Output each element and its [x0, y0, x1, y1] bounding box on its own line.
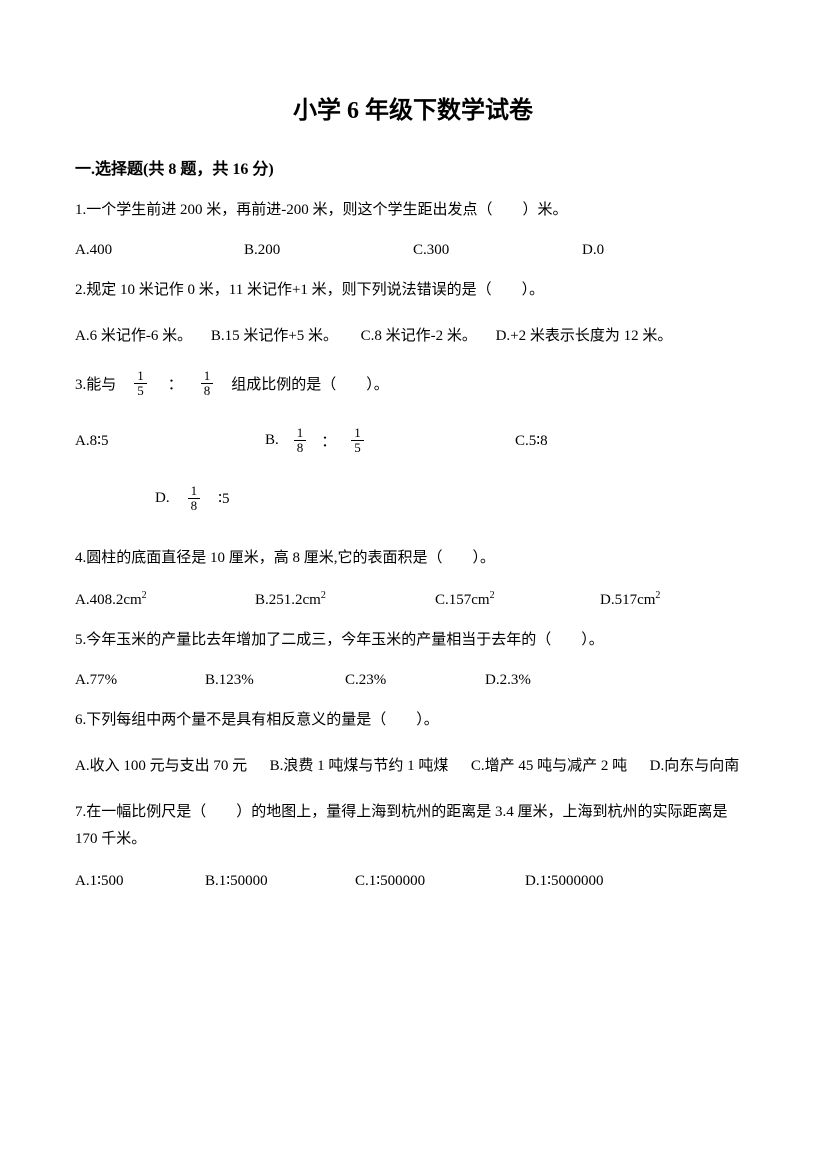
q6-opt-d: D.向东与向南	[650, 758, 740, 774]
sup: 2	[490, 590, 495, 601]
q7-opt-d: D.1∶5000000	[525, 871, 604, 890]
q3-frac2: 1 8	[201, 369, 214, 399]
q1-opt-a: A.400	[75, 242, 244, 259]
q5-opt-d: D.2.3%	[485, 672, 531, 689]
q3-opt-a: A.8∶5	[75, 431, 109, 450]
q7-opt-c: C.1∶500000	[355, 871, 525, 890]
q3-opt-d-prefix: D.	[155, 490, 170, 507]
opt-text: C.157cm	[435, 592, 490, 608]
q3-optb-frac2: 1 5	[351, 426, 364, 456]
q1-opt-c: C.300	[413, 242, 582, 259]
frac-den: 8	[201, 384, 214, 398]
question-1: 1.一个学生前进 200 米，再前进-200 米，则这个学生距出发点（ ）米。	[75, 197, 751, 224]
q2-opt-a: A.6 米记作-6 米。	[75, 328, 192, 344]
question-2: 2.规定 10 米记作 0 米，11 米记作+1 米，则下列说法错误的是（ ）。	[75, 277, 751, 304]
q6-options: A.收入 100 元与支出 70 元 B.浪费 1 吨煤与节约 1 吨煤 C.增…	[75, 752, 751, 781]
sup: 2	[142, 590, 147, 601]
q4-opt-c: C.157cm2	[435, 590, 600, 609]
q3-opt-c: C.5∶8	[515, 431, 548, 450]
q2-opt-d: D.+2 米表示长度为 12 米。	[496, 328, 673, 344]
opt-text: D.517cm	[600, 592, 655, 608]
q3-opt-b-prefix: B.	[265, 432, 279, 449]
question-3: 3.能与 1 5 ： 1 8 组成比例的是（ ）。	[75, 369, 751, 399]
q1-opt-b: B.200	[244, 242, 413, 259]
q7-opt-a: A.1∶500	[75, 871, 205, 890]
q1-options: A.400 B.200 C.300 D.0	[75, 242, 751, 259]
q3-colon: ：	[168, 373, 183, 394]
q4-opt-d: D.517cm2	[600, 590, 660, 609]
q2-opt-c: C.8 米记作-2 米。	[361, 328, 477, 344]
frac-den: 5	[134, 384, 147, 398]
q3-opt-d-suffix: ∶5	[218, 489, 229, 508]
q3-optd-frac: 1 8	[188, 484, 201, 514]
question-4: 4.圆柱的底面直径是 10 厘米，高 8 厘米,它的表面积是（ ）。	[75, 545, 751, 572]
question-6: 6.下列每组中两个量不是具有相反意义的量是（ ）。	[75, 707, 751, 734]
frac-num: 1	[201, 369, 214, 384]
q3-prefix: 3.能与	[75, 373, 116, 394]
q3-options-row1: A.8∶5 B. 1 8 ： 1 5 C.5∶8	[75, 426, 751, 456]
frac-num: 1	[351, 426, 364, 441]
q7-opt-b: B.1∶50000	[205, 871, 355, 890]
frac-num: 1	[188, 484, 201, 499]
q3-frac1: 1 5	[134, 369, 147, 399]
q6-opt-c: C.增产 45 吨与减产 2 吨	[471, 758, 627, 774]
q5-opt-a: A.77%	[75, 672, 205, 689]
frac-num: 1	[294, 426, 307, 441]
sup: 2	[321, 590, 326, 601]
q4-opt-a: A.408.2cm2	[75, 590, 255, 609]
sup: 2	[655, 590, 660, 601]
frac-den: 8	[188, 499, 201, 513]
q3-options-row2: D. 1 8 ∶5	[155, 484, 751, 514]
q4-opt-b: B.251.2cm2	[255, 590, 435, 609]
frac-den: 5	[351, 441, 364, 455]
question-5: 5.今年玉米的产量比去年增加了二成三，今年玉米的产量相当于去年的（ ）。	[75, 627, 751, 654]
q5-opt-c: C.23%	[345, 672, 485, 689]
q3-optb-colon: ：	[321, 430, 336, 451]
q1-opt-d: D.0	[582, 242, 751, 259]
question-7: 7.在一幅比例尺是（ ）的地图上，量得上海到杭州的距离是 3.4 厘米，上海到杭…	[75, 799, 751, 853]
q5-options: A.77% B.123% C.23% D.2.3%	[75, 672, 751, 689]
q6-opt-b: B.浪费 1 吨煤与节约 1 吨煤	[270, 758, 449, 774]
section-header: 一.选择题(共 8 题，共 16 分)	[75, 155, 751, 179]
opt-text: B.251.2cm	[255, 592, 321, 608]
frac-num: 1	[134, 369, 147, 384]
q3-optb-frac1: 1 8	[294, 426, 307, 456]
q5-opt-b: B.123%	[205, 672, 345, 689]
frac-den: 8	[294, 441, 307, 455]
exam-title: 小学 6 年级下数学试卷	[75, 90, 751, 125]
opt-text: A.408.2cm	[75, 592, 142, 608]
q2-opt-b: B.15 米记作+5 米。	[211, 328, 338, 344]
q3-suffix: 组成比例的是（ ）。	[231, 373, 389, 394]
q2-options: A.6 米记作-6 米。 B.15 米记作+5 米。 C.8 米记作-2 米。 …	[75, 322, 751, 351]
q7-options: A.1∶500 B.1∶50000 C.1∶500000 D.1∶5000000	[75, 871, 751, 890]
q6-opt-a: A.收入 100 元与支出 70 元	[75, 758, 247, 774]
q4-options: A.408.2cm2 B.251.2cm2 C.157cm2 D.517cm2	[75, 590, 751, 609]
